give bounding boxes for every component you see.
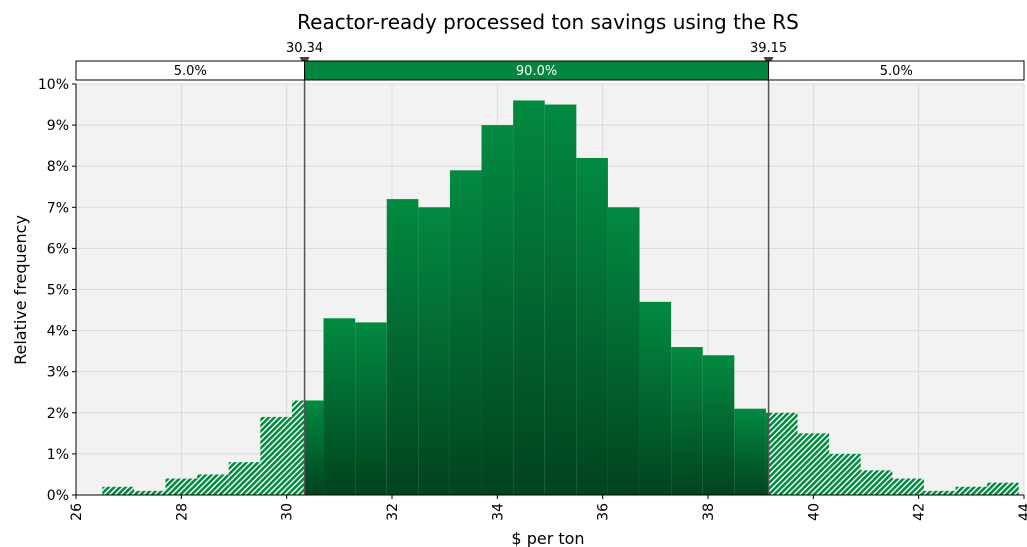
histogram-bar	[607, 207, 640, 496]
x-tick-label: 30	[280, 503, 296, 521]
x-tick-label: 26	[69, 503, 85, 521]
x-tick-label: 40	[806, 503, 822, 521]
middle-bars	[304, 100, 769, 496]
x-tick-label: 36	[596, 503, 612, 521]
y-tick-label: 9%	[47, 118, 69, 134]
histogram-bar	[323, 318, 356, 495]
chart-title: Reactor-ready processed ton savings usin…	[297, 10, 799, 34]
y-tick-label: 7%	[47, 200, 69, 216]
marker-value-label: 39.15	[750, 41, 787, 56]
histogram-bar	[449, 170, 482, 495]
band-left-label: 5.0%	[174, 64, 207, 79]
histogram-bar	[576, 157, 608, 496]
hatched-bar	[768, 412, 798, 495]
x-tick-label: 42	[912, 503, 928, 521]
y-tick-label: 8%	[47, 159, 69, 175]
y-tick-label: 4%	[47, 324, 69, 340]
hatched-bar	[102, 486, 134, 495]
y-tick-label: 10%	[38, 77, 69, 93]
histogram-bar	[513, 100, 545, 495]
histogram-bar	[386, 199, 419, 495]
histogram-bar	[544, 104, 577, 496]
hatched-bar	[892, 478, 924, 495]
histogram-bar	[355, 322, 387, 495]
hatched-bar	[797, 433, 830, 495]
x-tick-label: 44	[1017, 503, 1027, 521]
band-middle-label: 90.0%	[516, 64, 557, 79]
band-right-segment	[768, 60, 1025, 81]
x-tick-label: 28	[174, 503, 190, 521]
probability-band: 5.0% 90.0% 5.0%	[75, 60, 1025, 81]
hatched-bar	[197, 474, 229, 495]
band-right-label: 5.0%	[880, 64, 913, 79]
axes: 0% 1% 2% 3% 4% 5% 6% 7% 8% 9% 10% 26 28 30 32 34 36 38 40 4…	[38, 77, 1027, 521]
x-tick-label: 34	[490, 503, 506, 521]
histogram-bar	[671, 347, 703, 495]
x-tick-label: 38	[701, 503, 717, 521]
y-tick-label: 0%	[47, 488, 69, 504]
histogram-bar	[418, 207, 450, 496]
x-axis-label: $ per ton	[511, 529, 584, 547]
y-tick-label: 3%	[47, 365, 69, 381]
histogram-bar	[702, 355, 735, 495]
hatched-bar	[133, 490, 166, 495]
y-axis-label: Relative frequency	[11, 215, 30, 365]
y-tick-label: 6%	[47, 241, 69, 257]
hatched-bar	[923, 490, 956, 495]
hatched-bar	[829, 453, 861, 495]
hatched-bar	[987, 482, 1019, 495]
hatched-bar	[165, 478, 198, 495]
hatched-bar	[260, 416, 292, 495]
left-tail-bars	[102, 400, 305, 495]
histogram-bar	[481, 125, 514, 495]
y-tick-label: 2%	[47, 406, 69, 422]
y-tick-label: 1%	[47, 447, 69, 463]
y-tick-label: 5%	[47, 283, 69, 299]
histogram-bar	[765, 412, 769, 495]
hatched-bar	[228, 462, 261, 495]
right-tail-bars	[768, 412, 1019, 495]
marker-value-label: 30.34	[286, 41, 323, 56]
hatched-bar	[291, 400, 305, 495]
histogram-bar	[304, 400, 324, 495]
histogram-bar	[734, 408, 766, 495]
x-tick-label: 32	[385, 503, 401, 521]
hatched-bar	[955, 486, 988, 495]
percentile-markers: 30.34 39.15	[286, 41, 787, 495]
hatched-bar	[860, 470, 893, 495]
histogram-bar	[639, 301, 672, 495]
